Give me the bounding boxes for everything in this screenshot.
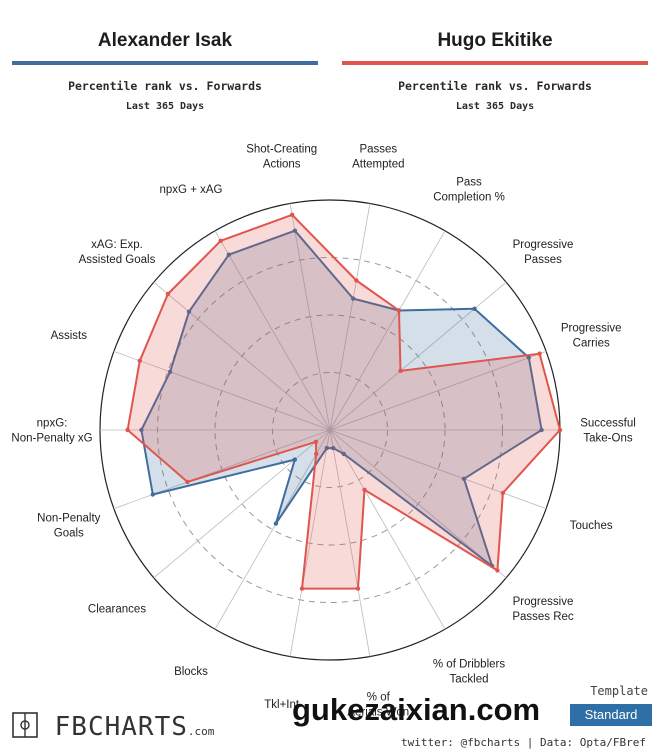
radar-series-2-point-13	[185, 479, 190, 485]
radar-series-2-point-16	[165, 291, 171, 297]
category-label-17: npxG + xAG	[160, 184, 223, 196]
radar-series-1-point-10	[324, 445, 329, 451]
radar-series-1-point-13	[150, 492, 155, 497]
player-left-color-bar	[12, 61, 318, 65]
category-label-11: Blocks	[174, 666, 208, 678]
category-label-1: Passes Attempted	[352, 144, 404, 171]
radar-series-1-point-9	[331, 445, 336, 451]
radar-spoke-10	[289, 429, 331, 657]
category-label-12: Clearances	[88, 604, 146, 616]
radar-series-1-point-12	[292, 457, 297, 462]
player-right-header: Hugo Ekitike Percentile rank vs. Forward…	[342, 30, 648, 112]
player-right-subtitle: Percentile rank vs. Forwards	[398, 79, 592, 93]
player-left-period: Last 365 Days	[125, 101, 205, 112]
radar-spoke-15	[113, 350, 331, 431]
category-label-10: Tkl+Int	[264, 699, 300, 711]
radar-spoke-9	[329, 429, 371, 657]
radar-series-1-point-15	[167, 369, 173, 374]
radar-series-2-point-1	[354, 278, 359, 283]
category-label-16: xAG: Exp. Assisted Goals	[79, 239, 156, 266]
radar-series-1-point-17	[226, 252, 231, 257]
radar-series-1-point-8	[341, 451, 346, 457]
logo-text: FBCHARTS	[54, 712, 188, 742]
player-left-header: Alexander Isak Percentile rank vs. Forwa…	[12, 30, 318, 112]
radar-series-2-point-14	[125, 427, 130, 433]
radar-spoke-12	[153, 429, 331, 579]
logo-suffix: .com	[187, 725, 215, 738]
radar-spoke-2	[329, 230, 446, 431]
radar-series-2-point-3	[398, 368, 403, 374]
radar-series-2-point-10	[299, 586, 305, 591]
radar-series-2-point-8	[362, 487, 367, 492]
category-label-5: Successful Take-Ons	[580, 418, 636, 445]
category-label-14: npxG: Non-Penalty xG	[11, 418, 92, 445]
radar-series-2-point-2	[396, 308, 402, 313]
template-standard-button[interactable]: Standard	[570, 704, 652, 726]
player-right-name: Hugo Ekitike	[437, 30, 553, 51]
radar-spoke-3	[329, 281, 507, 431]
radar-series-2-point-7	[495, 568, 500, 573]
category-label-7: Progressive Passes Rec	[512, 596, 574, 623]
radar-spoke-16	[153, 281, 331, 431]
radar-series-1-point-16	[186, 309, 192, 314]
radar-spoke-8	[329, 429, 446, 630]
radar-series-2-point-5	[557, 427, 563, 433]
radar-series-1-point-5	[539, 427, 544, 433]
radar-series-1-point-18	[292, 228, 298, 233]
template-label: Template	[590, 684, 648, 698]
fbcharts-logo: FBCHARTS.com	[12, 712, 214, 742]
player-left-subtitle: Percentile rank vs. Forwards	[68, 79, 262, 93]
radar-spoke-1	[329, 203, 371, 431]
category-label-18: Shot-Creating Actions	[246, 144, 317, 171]
player-right-color-bar	[342, 61, 648, 65]
category-label-3: Progressive Passes	[513, 239, 574, 266]
category-label-15: Assists	[51, 330, 88, 342]
radar-spoke-4	[329, 350, 547, 431]
player-left-name: Alexander Isak	[97, 30, 233, 51]
radar-series-2-point-6	[500, 490, 506, 496]
data-credit: twitter: @fbcharts | Data: Opta/FBref	[400, 736, 646, 749]
radar-spoke-18	[289, 203, 331, 431]
radar-spoke-13	[113, 429, 331, 510]
category-label-9: % of Aerials Won	[347, 691, 409, 718]
radar-series-2-point-12	[313, 439, 319, 444]
radar-series-2-point-15	[137, 358, 142, 363]
radar-spoke-6	[329, 429, 547, 510]
radar-series-2-point-9	[355, 586, 361, 591]
radar-series-2-area	[126, 213, 561, 590]
category-label-8: % of Dribblers Tackled	[433, 658, 505, 685]
radar-series-1-point-14	[139, 427, 144, 433]
radar-series-1-point-6	[461, 476, 467, 481]
radar-series-2-point-17	[218, 238, 223, 243]
category-label-13: Non-Penalty Goals	[37, 513, 101, 540]
category-label-4: Progressive Carries	[561, 322, 622, 349]
category-label-2: Pass Completion %	[433, 177, 505, 204]
radar-series-2-point-4	[537, 351, 542, 356]
radar-series-1-point-3	[472, 306, 477, 311]
player-right-period: Last 365 Days	[455, 101, 535, 112]
radar-series-2-point-18	[289, 212, 295, 217]
radar-spoke-11	[214, 429, 331, 630]
radar-series-2-point-11	[314, 451, 319, 457]
radar-series-1-point-4	[526, 355, 531, 360]
radar-series-1-point-11	[273, 521, 279, 526]
radar-spoke-17	[214, 230, 331, 431]
radar-series-1-point-1	[351, 296, 356, 301]
category-label-6: Touches	[570, 520, 613, 532]
watermark-text: gukezaixian.com	[292, 692, 541, 727]
pitch-logo-icon	[12, 712, 38, 738]
